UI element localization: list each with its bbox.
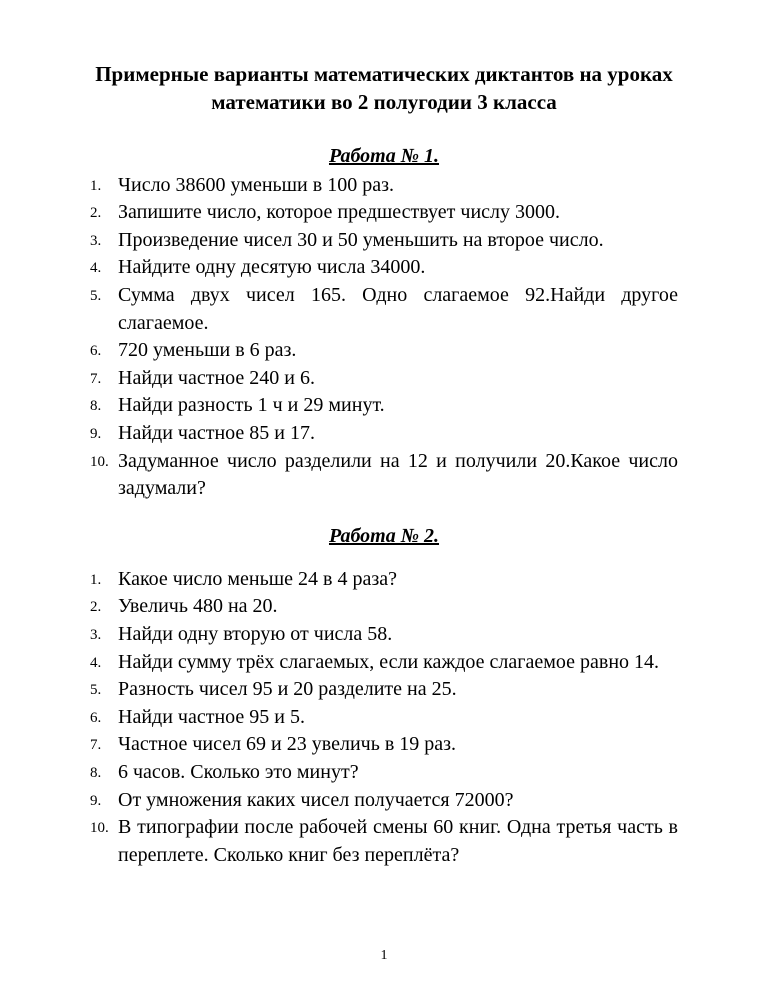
section-1-heading: Работа № 1. [90, 145, 678, 168]
list-item: Найди частное 95 и 5. [90, 704, 678, 732]
page-number: 1 [381, 948, 388, 964]
section-2-heading: Работа № 2. [90, 525, 678, 548]
list-item: Задуманное число разделили на 12 и получ… [90, 448, 678, 503]
list-item: Частное чисел 69 и 23 увеличь в 19 раз. [90, 731, 678, 759]
list-item: Найди сумму трёх слагаемых, если каждое … [90, 649, 678, 677]
list-item: В типографии после рабочей смены 60 книг… [90, 814, 678, 869]
list-item: Найди частное 240 и 6. [90, 365, 678, 393]
list-item: Запишите число, которое предшествует чис… [90, 199, 678, 227]
list-item: Сумма двух чисел 165. Одно слагаемое 92.… [90, 282, 678, 337]
list-item: Число 38600 уменьши в 100 раз. [90, 172, 678, 200]
list-item: Найди частное 85 и 17. [90, 420, 678, 448]
list-item: Найди разность 1 ч и 29 минут. [90, 392, 678, 420]
list-item: Найди одну вторую от числа 58. [90, 621, 678, 649]
list-item: 720 уменьши в 6 раз. [90, 337, 678, 365]
list-item: От умножения каких чисел получается 7200… [90, 787, 678, 815]
document-title: Примерные варианты математических диктан… [90, 60, 678, 117]
list-item: Увеличь 480 на 20. [90, 593, 678, 621]
section-1-list: Число 38600 уменьши в 100 раз. Запишите … [90, 172, 678, 503]
list-item: Произведение чисел 30 и 50 уменьшить на … [90, 227, 678, 255]
list-item: 6 часов. Сколько это минут? [90, 759, 678, 787]
list-item: Найдите одну десятую числа 34000. [90, 254, 678, 282]
list-item: Какое число меньше 24 в 4 раза? [90, 566, 678, 594]
list-item: Разность чисел 95 и 20 разделите на 25. [90, 676, 678, 704]
section-2-list: Какое число меньше 24 в 4 раза? Увеличь … [90, 566, 678, 870]
